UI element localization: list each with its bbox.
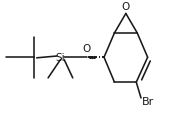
Text: O: O xyxy=(83,44,91,54)
Text: Si: Si xyxy=(56,53,65,63)
Text: Br: Br xyxy=(142,97,154,107)
Text: O: O xyxy=(122,3,130,12)
